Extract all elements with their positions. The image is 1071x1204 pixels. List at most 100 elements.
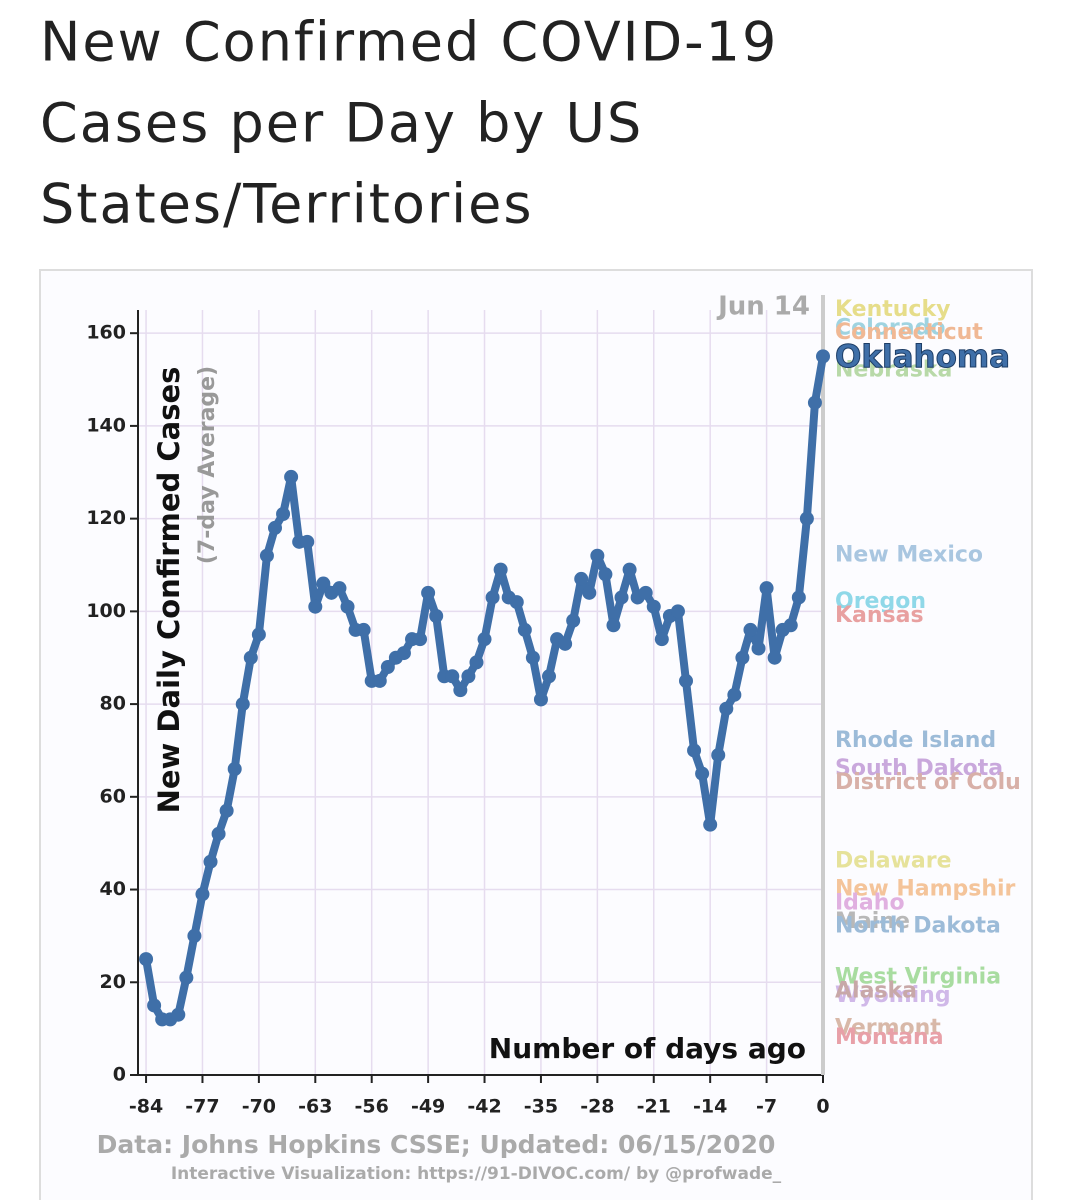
x-tick-label: -84 [129,1096,163,1118]
point [735,650,750,665]
point [759,581,774,596]
point [590,548,605,563]
point [421,585,436,600]
point [566,613,581,628]
point [187,928,202,943]
point [308,599,323,614]
state-label: South Dakota [835,756,1003,781]
state-label: North Dakota [835,914,1001,939]
series-label: Oklahoma [835,339,1010,375]
point [227,762,242,776]
state-label: District of Colu [835,770,1021,795]
x-tick-label: -56 [355,1096,389,1118]
y-tick-label: 80 [100,693,126,715]
point [485,590,500,605]
y-tick-label: 160 [86,322,126,344]
point [582,585,597,600]
x-tick-label: -70 [242,1096,276,1118]
point [453,683,468,698]
point [276,507,291,521]
point [646,599,661,614]
point [300,534,315,549]
state-label: Nebraska [835,357,952,382]
point [598,567,613,582]
chart-title: New Confirmed COVID-19 [40,11,778,74]
state-label: Delaware [835,849,952,874]
point [251,627,266,642]
point [380,660,395,674]
point [743,622,758,637]
point [219,803,234,818]
point [614,590,629,605]
state-label: Vermont [835,1016,941,1041]
point [340,599,355,614]
point [396,646,411,661]
y-tick-label: 100 [86,600,126,622]
point [654,632,669,647]
point [719,701,734,716]
state-label: West Virginia [835,965,1001,990]
point [574,571,589,586]
point [372,673,387,688]
point [606,618,621,633]
state-label: New Mexico [835,543,983,568]
point [727,687,742,702]
point [332,581,347,596]
point [533,692,548,707]
point [807,395,822,410]
point [211,826,226,841]
point [316,576,331,591]
point [356,622,371,637]
y-tick-label: 140 [86,414,126,436]
state-label: New Hampshir [835,877,1016,902]
state-label: Montana [835,1025,944,1050]
point [695,766,710,781]
point [799,511,814,526]
x-tick-label: -35 [524,1096,558,1118]
point [783,618,798,633]
point [413,632,428,647]
y-axis-label: New Daily Confirmed Cases [152,367,186,814]
state-label: Oregon [835,589,926,614]
point [235,697,250,712]
point [525,650,540,665]
chart-title: States/Territories [40,173,534,236]
credit: Interactive Visualization: https://91-DI… [171,1164,782,1184]
state-label: Wyoming [835,983,951,1008]
y-axis-sublabel: (7-day Average) [195,366,220,564]
state-label: Connecticut [835,320,983,345]
x-tick-label: -7 [756,1096,777,1118]
point [679,673,693,688]
point [147,998,162,1013]
state-label: Idaho [835,890,905,915]
point [751,641,766,656]
state-label: Alaska [835,979,917,1004]
state-label: Kansas [835,603,924,628]
point [542,669,556,684]
point [670,604,685,619]
x-tick-label: -21 [637,1096,671,1118]
point [622,562,637,577]
y-tick-label: 60 [100,785,126,807]
x-tick-label: -14 [693,1096,727,1118]
y-tick-label: 0 [113,1064,126,1086]
point [268,520,282,535]
state-label: Kentucky [835,297,950,322]
point [687,743,702,758]
point [445,669,460,684]
point [461,669,476,684]
point [179,970,194,985]
source: Data: Johns Hopkins CSSE; Updated: 06/15… [97,1130,776,1159]
point [203,854,218,869]
point [791,590,806,605]
state-label: Rhode Island [835,728,996,753]
point [429,609,444,623]
point [816,349,830,364]
x-tick-label: 0 [816,1096,829,1118]
point [259,548,274,563]
x-tick-label: -28 [580,1096,614,1118]
point [469,655,484,670]
